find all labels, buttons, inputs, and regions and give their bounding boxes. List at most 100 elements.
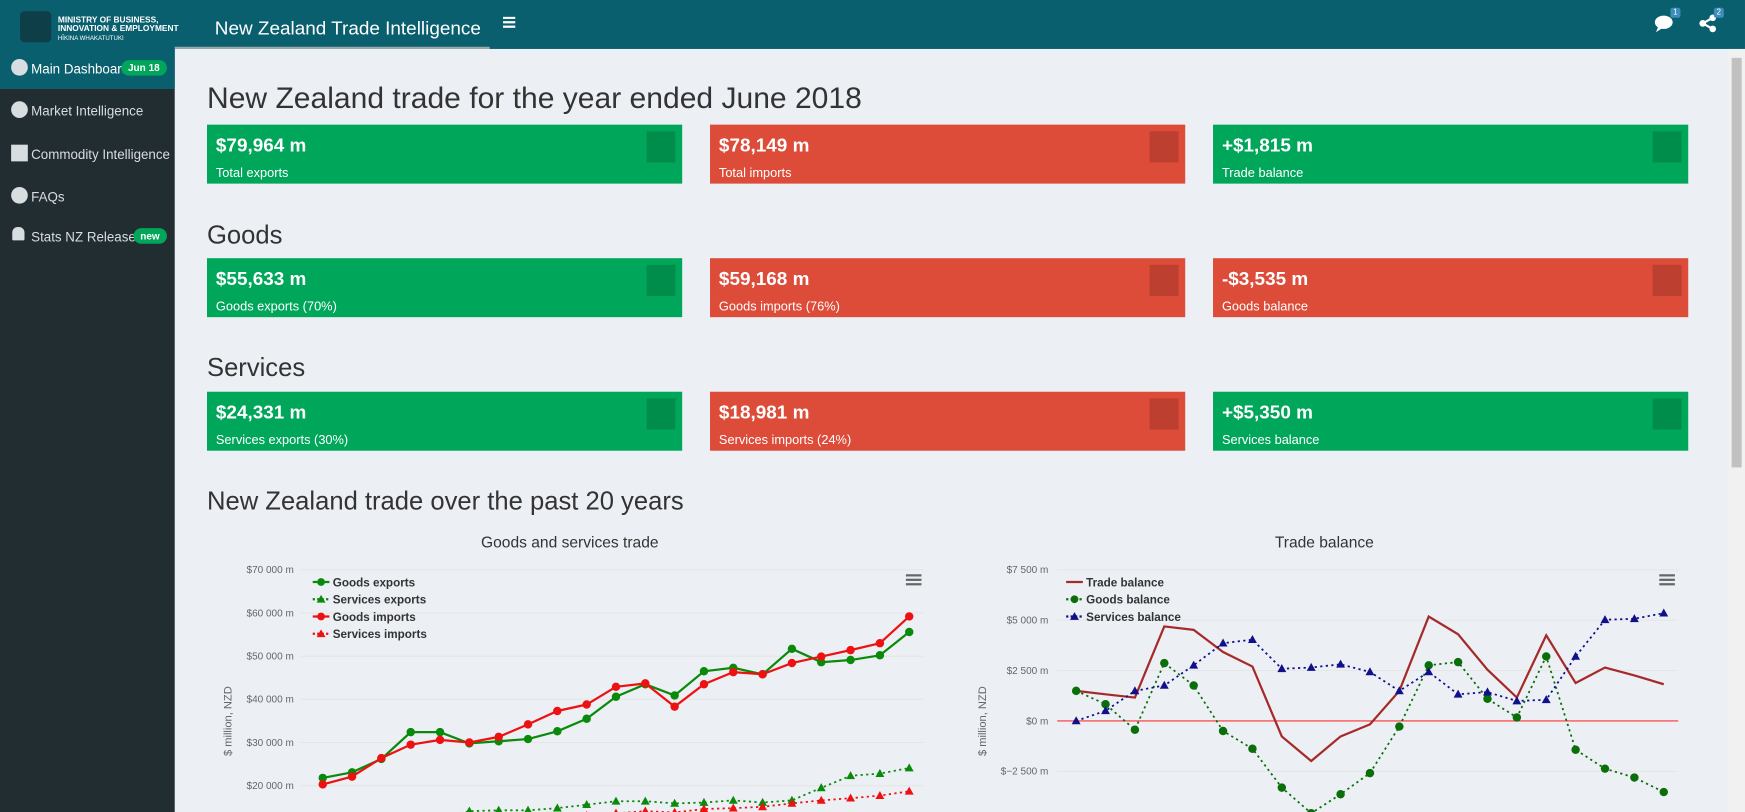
card-value: $24,331 m [215, 401, 307, 423]
point [816, 783, 826, 792]
chart-menu-bar [1659, 583, 1675, 586]
legend-symbol [317, 578, 325, 586]
point [1277, 664, 1287, 673]
point [523, 734, 533, 744]
chart-menu[interactable] [905, 574, 922, 586]
point [582, 800, 592, 809]
chart-title: Goods and services trade [481, 535, 659, 552]
chat-icon[interactable] [1654, 14, 1674, 33]
point [699, 804, 709, 812]
point [435, 735, 445, 745]
y-tick-label: $2 500 m [1007, 666, 1049, 677]
notification-badge: 1 [1670, 7, 1681, 18]
logo-text: MINISTRY OF BUSINESS, [57, 14, 159, 25]
card-label: Services imports (24%) [718, 434, 852, 448]
point [1659, 787, 1668, 797]
point [1101, 699, 1110, 709]
point [1541, 695, 1551, 704]
point [816, 795, 826, 804]
point [1130, 725, 1140, 735]
nav-item[interactable]: Stats NZ Releases new [0, 217, 175, 257]
point [1600, 764, 1610, 773]
point [1395, 722, 1404, 731]
stat-card: $59,168 m Goods imports (76%) [710, 258, 1186, 318]
card-label: Services exports (30%) [215, 434, 349, 448]
chart-menu-bar [905, 583, 922, 586]
point [1101, 706, 1110, 715]
point [523, 720, 533, 729]
point [787, 798, 797, 807]
chart-menu[interactable] [1659, 574, 1675, 586]
point [347, 772, 357, 781]
point [1248, 744, 1257, 753]
point [1571, 745, 1580, 754]
point [699, 679, 709, 689]
point [699, 667, 709, 676]
point [435, 727, 445, 737]
y-axis-label: $ million, NZD [222, 686, 234, 756]
legend-label: Services imports [333, 628, 428, 641]
point [1424, 667, 1434, 676]
point [1336, 659, 1346, 668]
section-title: New Zealand trade over the past 20 years [206, 486, 684, 516]
point [758, 802, 768, 811]
card-icon [1652, 398, 1682, 430]
section-title: Goods [206, 220, 283, 250]
card-icon [646, 398, 676, 430]
card-icon [1149, 398, 1179, 430]
nav-item[interactable]: FAQs [0, 177, 175, 217]
sidebar: Main Dashboard Jun 18 Market Intelligence… [0, 48, 175, 812]
card-value: +$5,350 m [1221, 401, 1313, 423]
point [875, 768, 885, 777]
section-title: Services [206, 352, 306, 382]
card-value: $59,168 m [718, 268, 810, 290]
y-tick-label: $0 m [1026, 716, 1048, 727]
legend-label: Goods imports [333, 611, 417, 624]
y-tick-label: $40 000 m [247, 695, 294, 706]
chart-menu-bar [905, 574, 922, 577]
point [582, 700, 591, 709]
stat-card: $55,633 m Goods exports (70%) [206, 258, 683, 318]
card-label: Total imports [718, 166, 792, 181]
card-icon [1652, 131, 1682, 163]
stat-card: $18,981 m Services imports (24%) [710, 391, 1186, 451]
point [1306, 662, 1316, 671]
point [1071, 686, 1081, 696]
nav-icon [11, 186, 28, 204]
menu-toggle[interactable] [503, 16, 516, 29]
point [614, 808, 618, 812]
y-tick-label: $−2 500 m [1001, 767, 1049, 778]
series-line [622, 790, 910, 812]
point [1247, 635, 1257, 644]
nav-item[interactable]: Main Dashboard Jun 18 [0, 48, 175, 90]
stat-card: $79,964 m Total exports [206, 124, 683, 184]
nav-item[interactable]: Commodity Intelligence [0, 135, 175, 175]
point [1218, 638, 1228, 647]
point [494, 732, 503, 742]
notification-badge: 2 [1713, 7, 1724, 18]
point [1336, 790, 1345, 799]
point [377, 753, 386, 763]
nav-label: FAQs [31, 189, 65, 205]
point [672, 807, 677, 812]
legend-label: Services exports [333, 594, 427, 607]
nav-label: Commodity Intelligence [31, 146, 170, 163]
point [1160, 658, 1169, 668]
scrollbar-thumb[interactable] [1731, 57, 1742, 468]
point [1512, 713, 1522, 722]
app-title[interactable]: New Zealand Trade Intelligence [214, 17, 481, 39]
nav-badge: new [133, 228, 167, 244]
title-underline [174, 46, 490, 49]
point [611, 796, 621, 805]
y-tick-label: $30 000 m [247, 738, 294, 749]
point [1483, 694, 1492, 703]
nav-icon [11, 144, 28, 162]
nav-item[interactable]: Market Intelligence [0, 91, 175, 131]
card-label: Goods balance [1221, 300, 1309, 314]
stat-card: +$1,815 m Trade balance [1213, 124, 1689, 184]
point [670, 702, 679, 711]
point [553, 727, 562, 736]
point [406, 727, 415, 737]
